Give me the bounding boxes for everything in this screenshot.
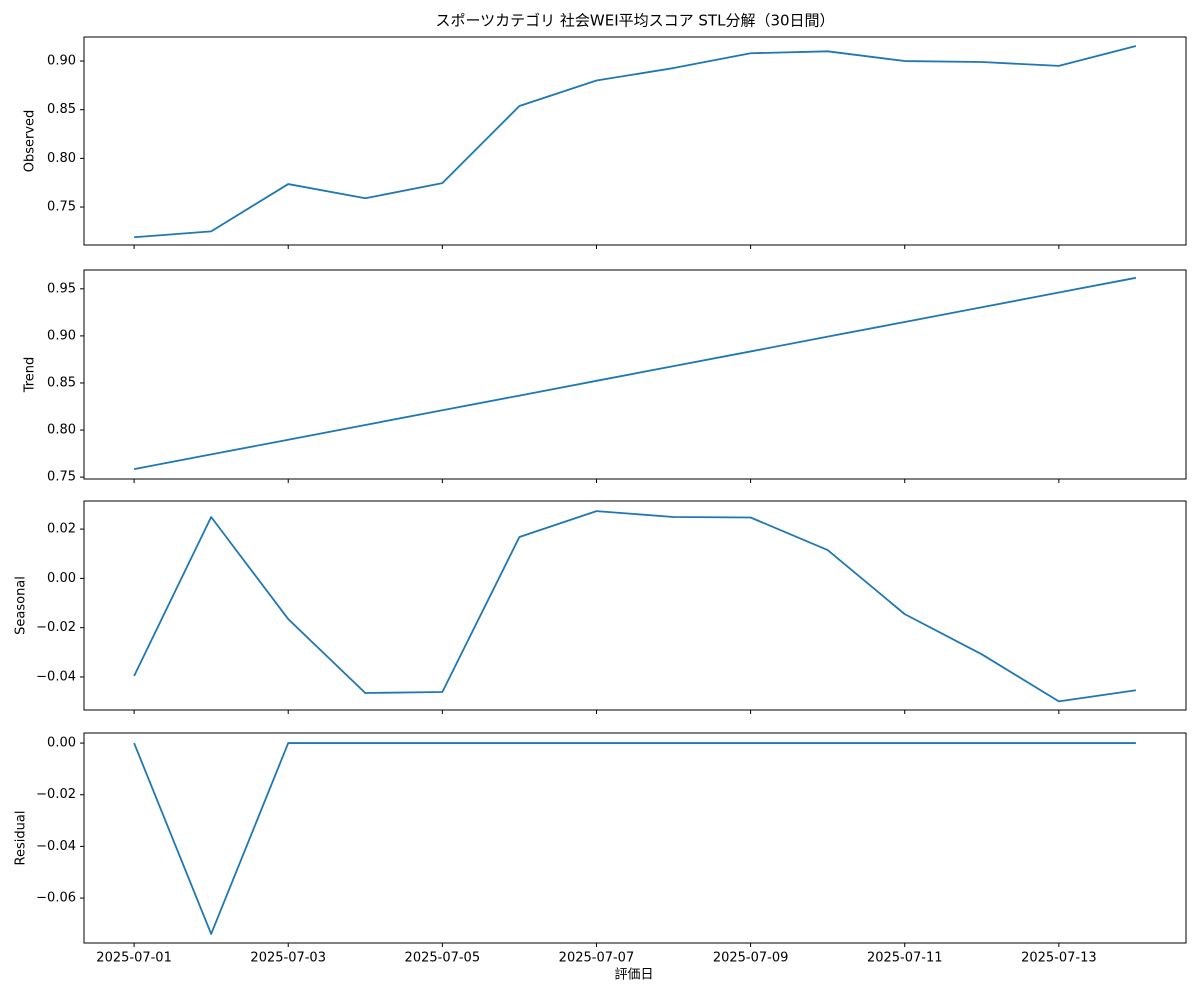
x-tick-label: 2025-07-05 (405, 951, 481, 966)
y-tick-label: −0.02 (36, 620, 76, 635)
y-tick-label: −0.04 (36, 669, 76, 684)
x-tick-label: 2025-07-09 (713, 951, 789, 966)
y-axis-label: Seasonal (14, 576, 29, 635)
y-axis-label: Residual (14, 811, 29, 866)
x-tick-label: 2025-07-01 (96, 951, 172, 966)
y-tick-label: 0.85 (47, 375, 76, 390)
y-tick-label: 0.75 (47, 470, 76, 485)
y-tick-label: 0.80 (47, 423, 76, 438)
y-tick-label: −0.06 (36, 891, 76, 906)
y-tick-label: 0.75 (47, 200, 76, 215)
y-tick-label: 0.00 (47, 571, 76, 586)
axes-frame (83, 500, 1187, 711)
y-axis-label: Observed (23, 110, 38, 173)
x-tick-label: 2025-07-11 (867, 951, 943, 966)
x-tick-label: 2025-07-03 (250, 951, 326, 966)
y-tick-label: 0.90 (47, 54, 76, 69)
y-tick-label: −0.02 (36, 787, 76, 802)
y-tick-label: 0.90 (47, 328, 76, 343)
x-axis-label: 評価日 (614, 968, 653, 983)
x-tick-label: 2025-07-13 (1021, 951, 1097, 966)
y-tick-label: 0.00 (47, 736, 76, 751)
series-line (133, 510, 1137, 703)
y-tick-label: 0.85 (47, 102, 76, 117)
series-line (133, 742, 1136, 935)
series-line (133, 276, 1137, 470)
chart-title: スポーツカテゴリ 社会WEI平均スコア STL分解（30日間） (435, 12, 834, 30)
series-line (134, 45, 1137, 239)
axes-frame (83, 36, 1187, 246)
y-tick-label: −0.04 (36, 839, 76, 854)
y-tick-label: 0.80 (47, 151, 76, 166)
y-tick-label: 0.95 (47, 281, 76, 296)
x-tick-label: 2025-07-07 (559, 951, 635, 966)
y-tick-label: 0.02 (47, 522, 76, 537)
axes-frame (83, 732, 1187, 944)
axes-frame (83, 269, 1187, 480)
y-axis-label: Trend (23, 357, 38, 394)
